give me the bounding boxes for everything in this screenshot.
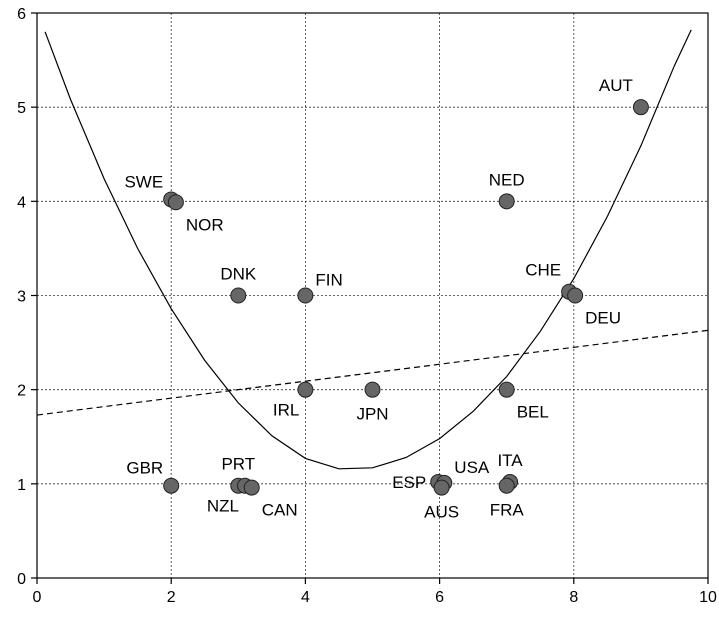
data-points (163, 99, 649, 496)
x-tick-label: 10 (699, 589, 717, 606)
data-point-fin (297, 287, 314, 304)
data-point-bel (498, 381, 515, 398)
x-axis: 0 2 4 6 8 10 (33, 578, 717, 606)
y-tick-label: 2 (17, 383, 26, 400)
point-label-aut: AUT (599, 76, 633, 95)
y-tick-label: 5 (17, 100, 26, 117)
data-point-nor (167, 194, 184, 211)
data-point-jpn (364, 381, 381, 398)
point-label-deu: DEU (585, 309, 621, 328)
data-point-irl (297, 381, 314, 398)
data-point-fra (498, 477, 515, 494)
y-tick-label: 0 (17, 571, 26, 588)
point-label-ned: NED (489, 170, 525, 189)
point-label-aus: AUS (424, 503, 459, 522)
data-point-aut (632, 99, 649, 116)
y-tick-label: 3 (17, 289, 26, 306)
data-point-gbr (163, 477, 180, 494)
point-label-nor: NOR (186, 215, 224, 234)
grid (37, 13, 708, 578)
data-point-dnk (230, 287, 247, 304)
point-label-dnk: DNK (220, 265, 257, 284)
point-label-bel: BEL (517, 403, 549, 422)
point-label-fra: FRA (490, 501, 525, 520)
point-label-fin: FIN (315, 271, 342, 290)
y-tick-label: 1 (17, 477, 26, 494)
point-label-che: CHE (525, 261, 561, 280)
y-tick-label: 4 (17, 194, 26, 211)
point-label-gbr: GBR (126, 459, 163, 478)
x-tick-label: 2 (167, 589, 176, 606)
point-label-can: CAN (262, 501, 298, 520)
x-tick-label: 0 (33, 589, 42, 606)
x-tick-label: 6 (435, 589, 444, 606)
point-label-usa: USA (454, 458, 490, 477)
quadratic-fit-curve (44, 29, 692, 470)
linear-trend-line (36, 329, 709, 416)
point-label-prt: PRT (221, 455, 255, 474)
point-label-nzl: NZL (207, 497, 239, 516)
point-label-ita: ITA (497, 451, 523, 470)
data-point-aus (433, 479, 450, 496)
data-point-ned (498, 193, 515, 210)
data-point-can (243, 479, 260, 496)
point-label-jpn: JPN (356, 405, 388, 424)
point-label-irl: IRL (273, 401, 299, 420)
x-tick-label: 4 (301, 589, 310, 606)
point-labels: AUT SWE NOR NED DNK FIN CHE DEU IRL JPN BEL GBR PRT N… (124, 76, 632, 521)
data-point-deu (567, 287, 584, 304)
point-label-swe: SWE (124, 172, 163, 191)
y-axis: 0 1 2 3 4 5 6 (17, 6, 37, 588)
y-tick-label: 6 (17, 6, 26, 23)
x-tick-label: 8 (569, 589, 578, 606)
point-label-esp: ESP (392, 473, 426, 492)
